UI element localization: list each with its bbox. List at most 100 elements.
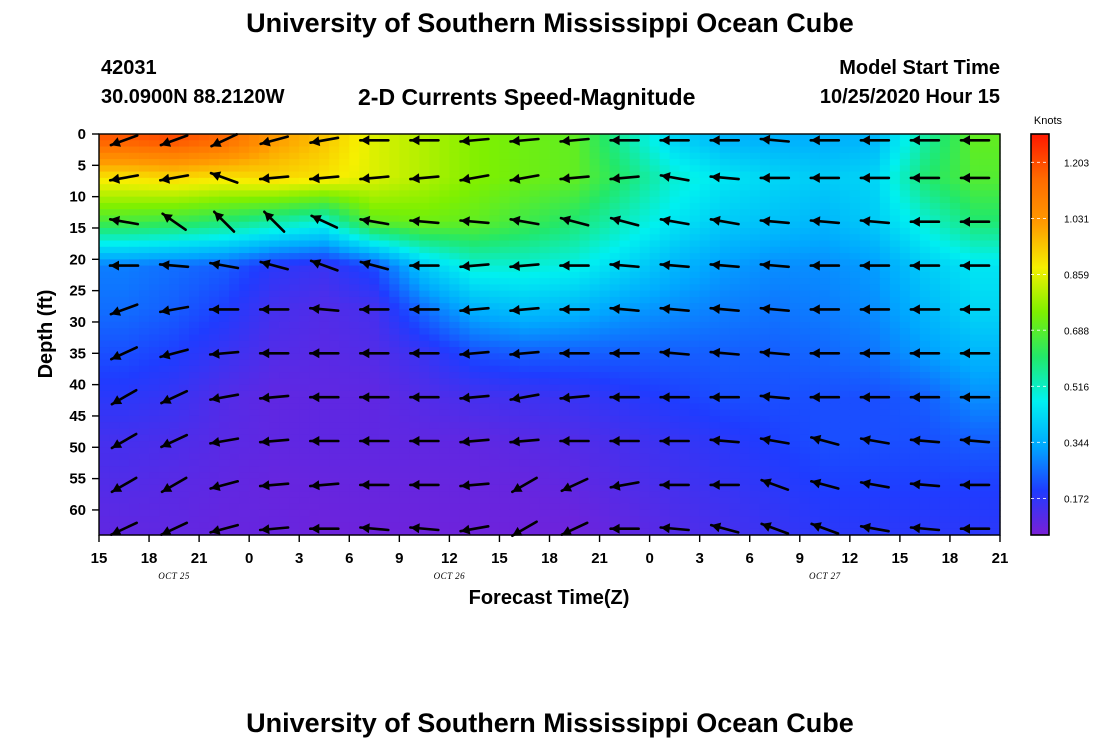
- heatmap-cell: [439, 265, 450, 273]
- heatmap-cell: [669, 347, 681, 354]
- heatmap-cell: [669, 459, 681, 467]
- heatmap-cell: [339, 390, 350, 398]
- heatmap-cell: [499, 184, 511, 191]
- heatmap-cell: [459, 227, 471, 235]
- heatmap-cell: [809, 441, 821, 448]
- heatmap-cell: [139, 177, 150, 185]
- heatmap-cell: [969, 159, 981, 166]
- heatmap-cell: [499, 246, 511, 254]
- heatmap-cell: [279, 447, 290, 455]
- heatmap-cell: [649, 441, 661, 448]
- heatmap-cell: [289, 240, 300, 248]
- heatmap-cell: [899, 428, 911, 436]
- heatmap-cell: [989, 403, 1001, 411]
- heatmap-cell: [749, 359, 761, 367]
- heatmap-cell: [159, 359, 170, 367]
- heatmap-cell: [209, 290, 220, 298]
- heatmap-cell: [129, 441, 140, 448]
- heatmap-cell: [369, 353, 380, 361]
- heatmap-cell: [239, 290, 250, 298]
- heatmap-cell: [959, 165, 971, 173]
- heatmap-cell: [449, 453, 460, 461]
- heatmap-cell: [449, 384, 460, 392]
- heatmap-cell: [979, 340, 991, 348]
- heatmap-cell: [679, 378, 691, 386]
- heatmap-cell: [529, 246, 541, 254]
- heatmap-cell: [839, 253, 851, 260]
- heatmap-cell: [499, 321, 511, 329]
- heatmap-cell: [769, 447, 781, 455]
- heatmap-cell: [519, 409, 531, 417]
- heatmap-cell: [519, 177, 531, 185]
- heatmap-cell: [599, 428, 611, 436]
- heatmap-cell: [109, 359, 120, 367]
- heatmap-cell: [499, 353, 511, 361]
- heatmap-cell: [609, 321, 621, 329]
- heatmap-cell: [459, 390, 471, 398]
- heatmap-cell: [779, 171, 791, 179]
- heatmap-cell: [859, 428, 871, 436]
- heatmap-cell: [179, 265, 190, 273]
- heatmap-cell: [689, 240, 701, 248]
- heatmap-cell: [409, 134, 420, 141]
- heatmap-cell: [719, 165, 731, 173]
- heatmap-cell: [989, 284, 1001, 292]
- heatmap-cell: [109, 246, 120, 254]
- heatmap-cell: [229, 315, 240, 323]
- heatmap-cell: [879, 303, 891, 311]
- heatmap-cell: [149, 296, 160, 304]
- heatmap-cell: [239, 466, 250, 473]
- heatmap-cell: [289, 428, 300, 436]
- heatmap-cell: [169, 146, 180, 154]
- heatmap-cell: [409, 441, 420, 448]
- heatmap-cell: [489, 296, 501, 304]
- heatmap-cell: [919, 309, 931, 317]
- heatmap-cell: [959, 177, 971, 185]
- heatmap-cell: [639, 246, 651, 254]
- heatmap-cell: [619, 359, 631, 367]
- heatmap-cell: [949, 309, 961, 317]
- heatmap-cell: [289, 146, 300, 154]
- heatmap-cell: [939, 259, 951, 267]
- heatmap-cell: [779, 328, 791, 336]
- heatmap-cell: [579, 328, 591, 336]
- heatmap-cell: [209, 353, 220, 361]
- heatmap-cell: [839, 146, 851, 154]
- heatmap-cell: [419, 171, 430, 179]
- heatmap-cell: [709, 290, 721, 298]
- heatmap-cell: [909, 271, 921, 279]
- heatmap-cell: [179, 441, 190, 448]
- heatmap-cell: [189, 466, 200, 473]
- heatmap-cell: [259, 271, 270, 279]
- heatmap-cell: [399, 453, 410, 461]
- heatmap-cell: [869, 340, 881, 348]
- heatmap-cell: [649, 397, 661, 405]
- heatmap-cell: [889, 359, 901, 367]
- heatmap-cell: [539, 384, 551, 392]
- heatmap-cell: [389, 202, 400, 210]
- heatmap-cell: [339, 459, 350, 467]
- heatmap-cell: [689, 340, 701, 348]
- heatmap-cell: [439, 146, 450, 154]
- heatmap-cell: [199, 466, 210, 473]
- heatmap-cell: [249, 177, 260, 185]
- heatmap-cell: [509, 459, 521, 467]
- heatmap-cell: [239, 271, 250, 279]
- heatmap-cell: [719, 453, 731, 461]
- heatmap-cell: [809, 372, 821, 379]
- heatmap-cell: [429, 428, 440, 436]
- heatmap-cell: [549, 428, 561, 436]
- heatmap-cell: [139, 171, 150, 179]
- heatmap-cell: [619, 384, 631, 392]
- heatmap-cell: [739, 152, 751, 160]
- heatmap-cell: [329, 202, 340, 210]
- heatmap-cell: [319, 284, 330, 292]
- heatmap-cell: [979, 334, 991, 342]
- heatmap-cell: [269, 159, 280, 166]
- heatmap-cell: [869, 441, 881, 448]
- heatmap-cell: [789, 165, 801, 173]
- heatmap-cell: [579, 227, 591, 235]
- heatmap-cell: [249, 278, 260, 285]
- heatmap-cell: [549, 334, 561, 342]
- heatmap-cell: [289, 359, 300, 367]
